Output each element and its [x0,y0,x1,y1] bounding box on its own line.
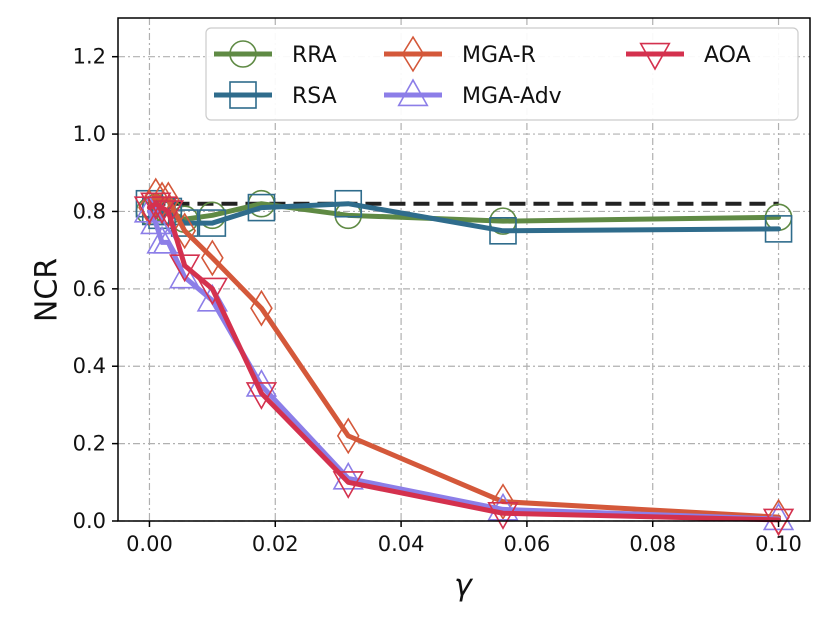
y-tick-label: 0.0 [73,509,106,533]
legend: RRA RSA MGA-R MGA-Adv AOA [205,27,799,121]
data-point-aoa [152,200,184,229]
x-axis-title: γ [454,568,474,603]
data-point-mga-r [491,483,515,521]
data-point-mga-r [336,417,360,455]
series-aoa [133,192,795,537]
legend-swatch-marker [401,35,425,73]
data-point-aoa [762,508,795,537]
y-tick-label: 1.0 [73,122,106,146]
data-point-aoa [245,382,278,410]
y-axis-title: NCR [30,258,65,322]
x-tick-label: 0.10 [755,532,802,556]
data-point-aoa [487,502,519,530]
legend-label: RSA [292,84,337,109]
data-point-aoa [196,277,229,306]
data-point-aoa [140,192,172,221]
legend-label: AOA [704,43,751,68]
data-point-mga-adv [487,492,519,521]
x-tick-label: 0.06 [504,532,551,556]
legend-entry-aoa: AOA [626,42,751,71]
data-point-mga-r [201,239,224,277]
x-tick-label: 0.00 [126,532,173,556]
data-point-mga-r [173,212,197,250]
data-point-rsa [764,215,793,243]
data-point-mga-r [250,289,273,327]
legend-swatch-marker [229,40,257,68]
y-tick-label: 0.2 [73,432,106,456]
legend-label: RRA [292,43,337,68]
data-point-rsa [334,189,363,218]
y-tick-label: 0.4 [73,354,106,378]
data-point-mga-adv [196,283,229,312]
ticks: 0.00 0.02 0.04 0.06 0.08 0.10 0.0 0.2 0.4 0.6 0.8 1… [73,45,802,556]
data-point-rsa [247,193,276,222]
legend-swatch-marker [639,42,671,71]
legend-entry-rsa: RSA [214,81,337,109]
x-tick-label: 0.04 [378,532,425,556]
data-point-rsa [489,217,517,245]
data-point-aoa [332,471,364,499]
data-point-rsa [198,209,227,237]
legend-entry-mga-r: MGA-R [384,35,536,73]
series-layer [133,177,795,537]
data-point-aoa [146,196,178,225]
legend-box [205,27,799,121]
legend-label: MGA-R [462,43,536,68]
y-tick-label: 1.2 [73,45,106,69]
plot-frame [117,17,811,522]
x-tick-label: 0.02 [252,532,299,556]
legend-swatch-marker [397,78,429,107]
legend-swatch-marker [229,81,257,109]
data-point-mga-adv [169,260,201,289]
y-tick-label: 0.8 [73,199,106,223]
data-point-aoa [169,254,201,283]
legend-entry-mga-adv: MGA-Adv [384,78,562,109]
legend-label: MGA-Adv [462,84,562,109]
data-point-mga-adv [762,502,795,531]
x-tick-label: 0.08 [629,532,676,556]
legend-entry-rra: RRA [214,40,337,68]
y-tick-label: 0.6 [73,277,106,301]
